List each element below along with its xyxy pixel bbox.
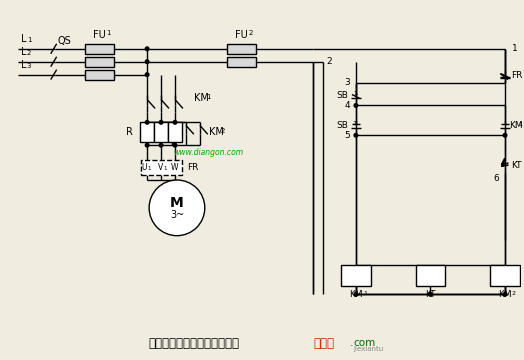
Bar (227, 44, 256, 54)
Bar (168, 122, 182, 142)
Text: 3~: 3~ (170, 210, 184, 220)
Text: 1: 1 (163, 166, 167, 171)
Text: 2: 2 (353, 121, 357, 126)
Text: 2: 2 (248, 30, 253, 36)
Text: 1: 1 (106, 30, 111, 36)
Circle shape (145, 121, 149, 124)
Text: www.diangon.com: www.diangon.com (173, 148, 244, 157)
Text: U: U (141, 163, 147, 172)
Circle shape (503, 293, 507, 296)
Bar (341, 265, 371, 286)
Text: FU: FU (235, 30, 248, 40)
Circle shape (159, 143, 163, 147)
Bar (490, 265, 520, 286)
Text: M: M (170, 196, 184, 210)
Circle shape (173, 143, 177, 147)
Text: jiexiantu: jiexiantu (353, 346, 383, 352)
Circle shape (429, 293, 432, 296)
Text: 1: 1 (518, 122, 522, 127)
Circle shape (149, 180, 205, 236)
Text: 1: 1 (206, 94, 210, 100)
Bar (416, 265, 445, 286)
Text: .: . (350, 338, 354, 348)
Text: SB: SB (336, 121, 348, 130)
Bar (154, 122, 168, 142)
Text: FR: FR (511, 71, 522, 80)
Bar (141, 160, 182, 175)
Text: 1: 1 (27, 37, 31, 43)
Text: W: W (171, 163, 179, 172)
Bar (227, 57, 256, 67)
Circle shape (159, 121, 163, 124)
Circle shape (145, 60, 149, 63)
Circle shape (145, 47, 149, 50)
Text: KM: KM (349, 290, 363, 299)
Circle shape (354, 293, 358, 296)
Text: L: L (21, 60, 26, 69)
Text: R: R (126, 127, 133, 137)
Circle shape (145, 73, 149, 76)
Text: 6: 6 (493, 174, 499, 183)
Text: 1: 1 (363, 291, 367, 296)
Text: 2: 2 (326, 57, 332, 66)
Text: SB: SB (336, 91, 348, 100)
Text: 3: 3 (344, 78, 350, 87)
Text: KM: KM (209, 127, 224, 137)
Text: 2: 2 (27, 50, 31, 56)
Bar (140, 122, 154, 142)
Text: 2: 2 (512, 291, 516, 296)
Text: KT: KT (511, 161, 521, 170)
Text: KM: KM (194, 94, 209, 103)
Text: com: com (353, 338, 375, 348)
Text: KT: KT (425, 290, 436, 299)
Circle shape (354, 104, 358, 107)
Text: 4: 4 (344, 101, 350, 110)
Text: KM: KM (498, 290, 512, 299)
Text: 2: 2 (221, 128, 225, 134)
Text: 3: 3 (27, 63, 31, 69)
Circle shape (354, 134, 358, 137)
Text: QS: QS (58, 36, 71, 46)
Text: FR: FR (187, 163, 198, 172)
Text: FU: FU (93, 30, 106, 40)
Circle shape (503, 134, 507, 137)
Text: L: L (21, 47, 26, 57)
Text: 1: 1 (147, 166, 150, 171)
Text: V: V (158, 163, 163, 172)
Circle shape (145, 143, 149, 147)
Text: 接线图: 接线图 (313, 337, 334, 350)
Text: KM: KM (509, 121, 522, 130)
Text: 定子串电阻降压启动控制线路: 定子串电阻降压启动控制线路 (148, 337, 239, 350)
Bar (84, 57, 114, 67)
Text: L: L (21, 34, 26, 44)
Bar (84, 69, 114, 80)
Text: 1: 1 (353, 91, 357, 96)
Text: 5: 5 (344, 131, 350, 140)
Circle shape (173, 121, 177, 124)
Bar (84, 44, 114, 54)
Text: 1: 1 (512, 44, 518, 53)
